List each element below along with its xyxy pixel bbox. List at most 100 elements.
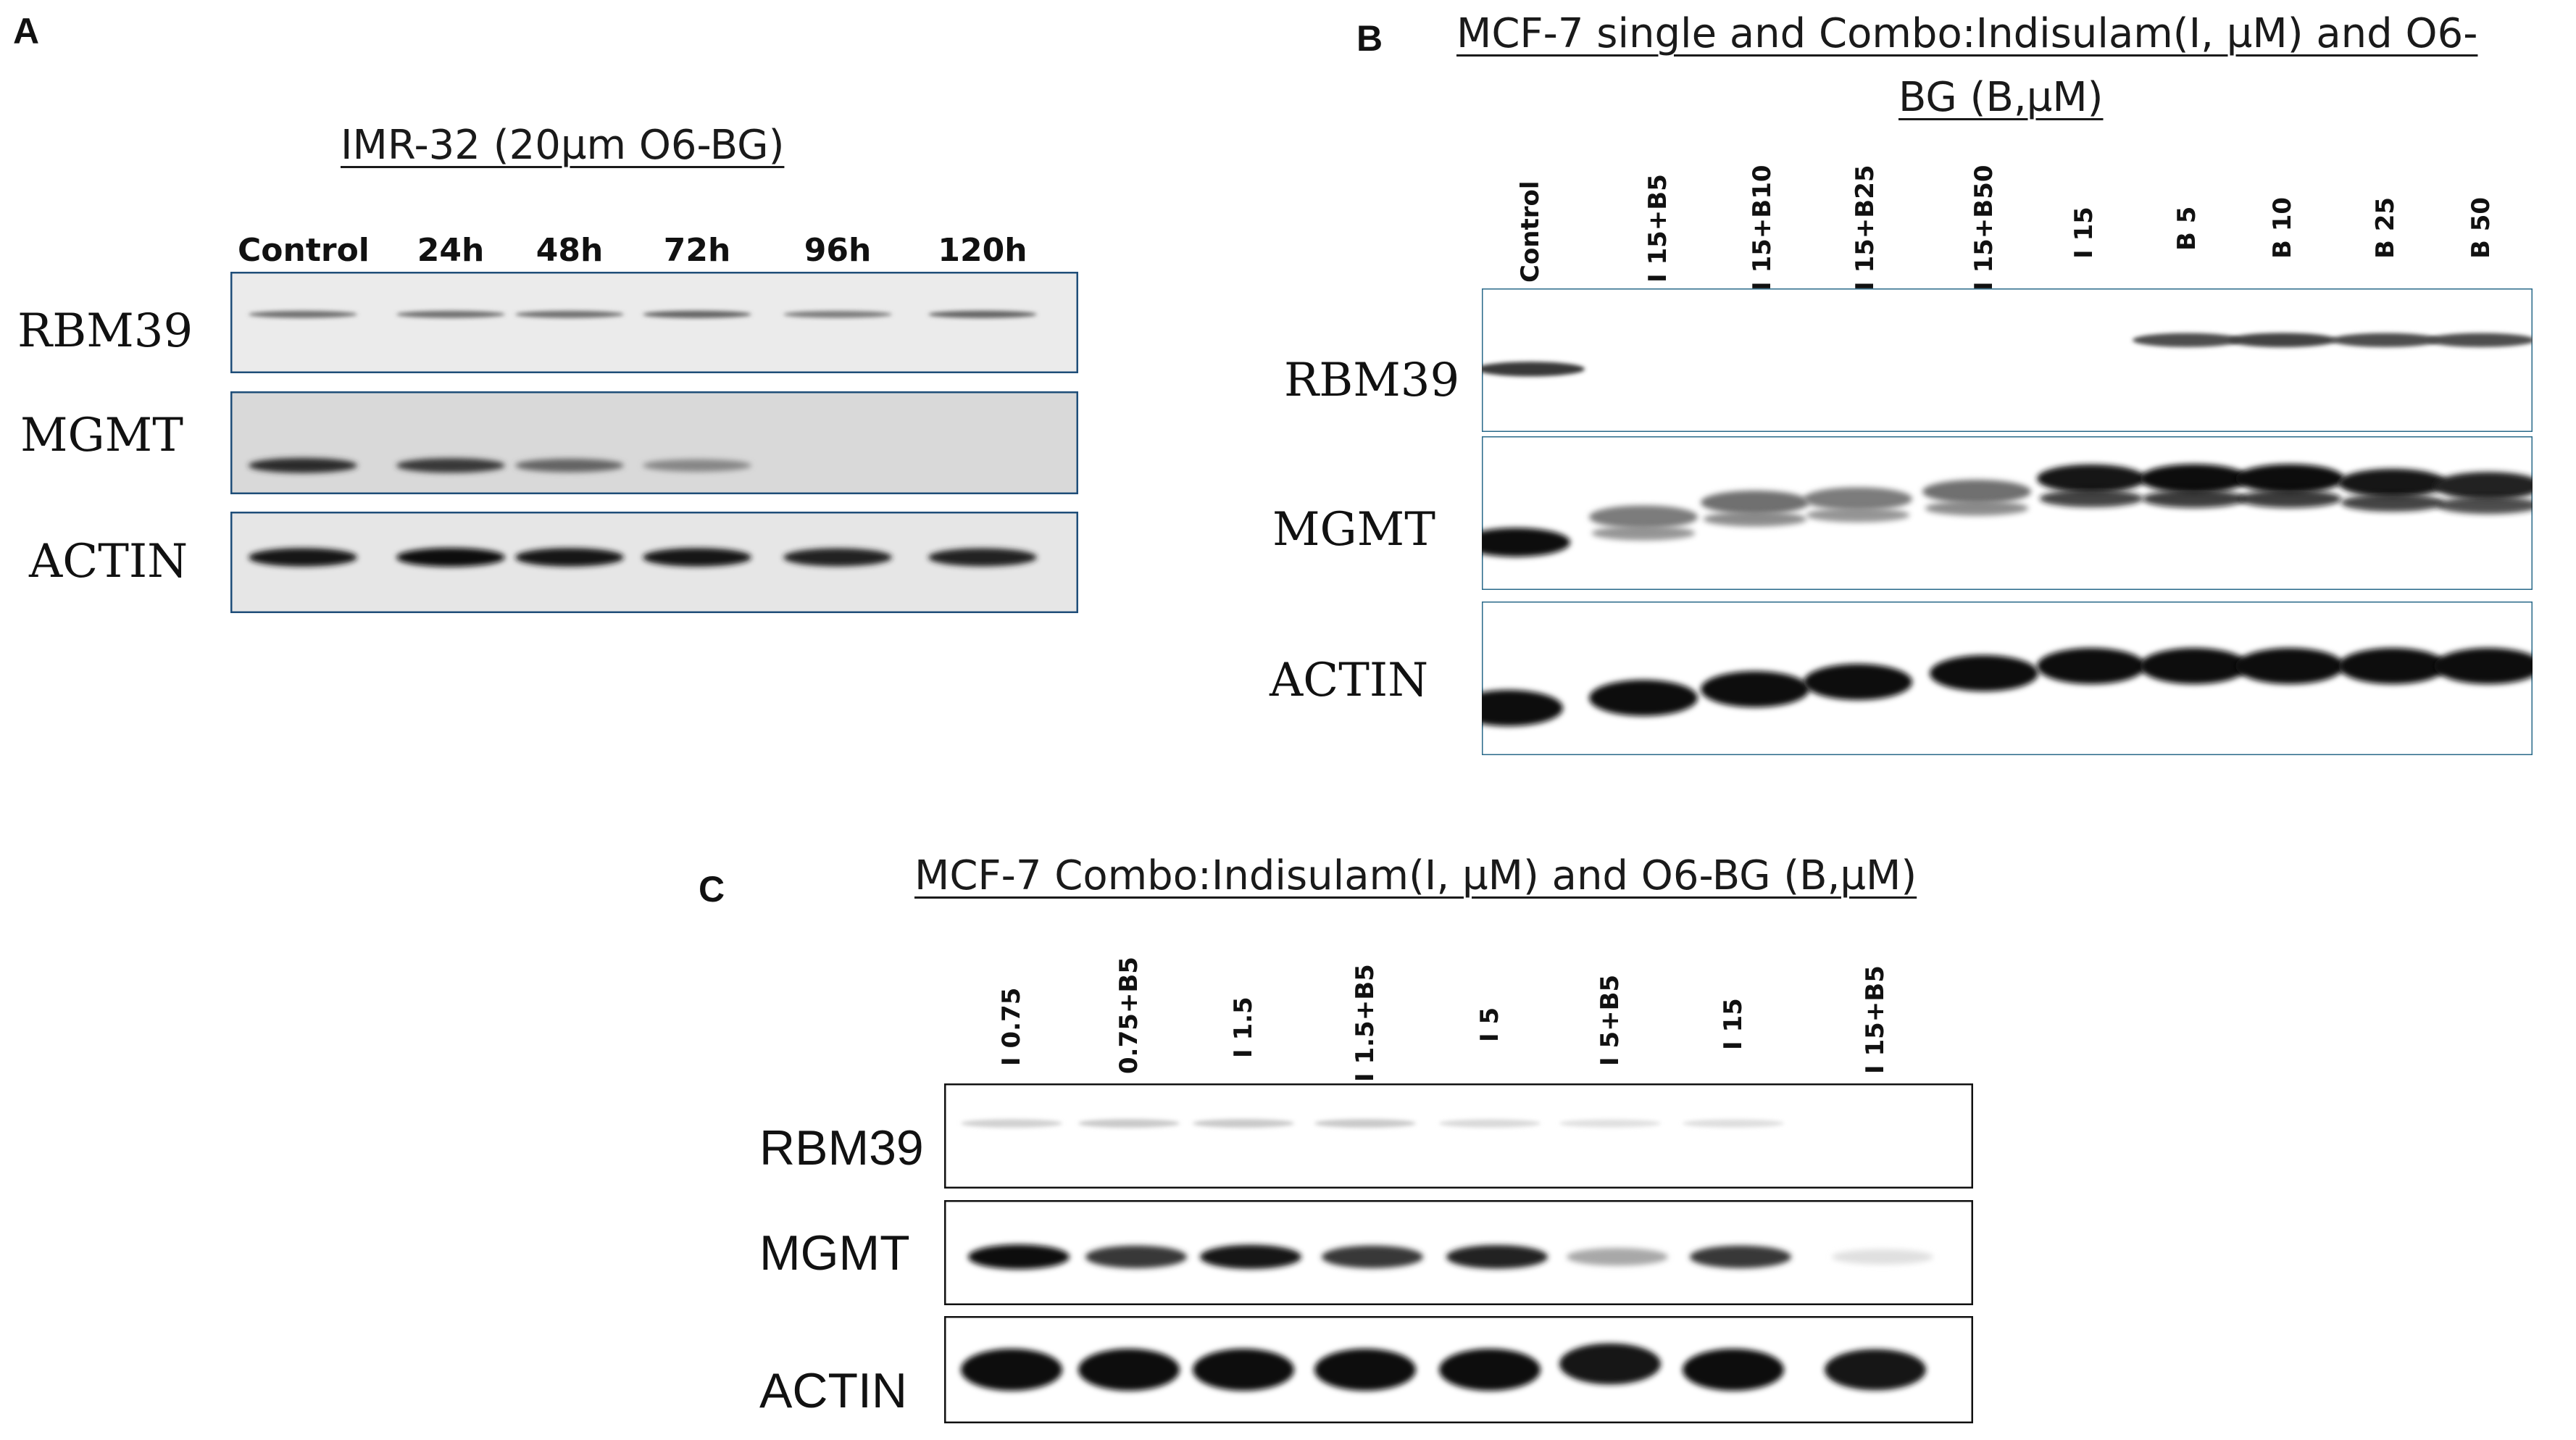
band-mgmt-2 [1701, 490, 1809, 515]
band-rbm39-4 [1439, 1119, 1541, 1128]
band-actin-4 [783, 548, 892, 567]
panel-b-lane-label: I 15+B10 [1748, 165, 1777, 291]
band-rbm39-0 [961, 1119, 1062, 1128]
band-rbm39-3 [643, 310, 751, 318]
band-rbm39-1 [396, 310, 505, 318]
band-actin-3 [1804, 664, 1912, 701]
band-actin-0 [961, 1349, 1062, 1391]
blot-membrane [230, 272, 1078, 373]
band-doublet-6 [2142, 489, 2246, 508]
panel-b-lane-label: I 15+B5 [1643, 174, 1672, 283]
panel-c-lane-label: I 1.5 [1229, 996, 1258, 1058]
band-actin-0 [1482, 690, 1563, 727]
panel-b-row-actin: ACTIN [1270, 654, 1429, 707]
band-rbm39-4 [783, 311, 892, 318]
panel-c-row-mgmt: MGMT [759, 1225, 910, 1281]
band-actin-9 [2434, 648, 2533, 685]
band-rbm39-2 [1193, 1119, 1294, 1128]
band-mgmt-1 [1085, 1245, 1187, 1268]
panel-b-lane-label: B 5 [2172, 206, 2201, 251]
panel-b-lane-label: B 10 [2268, 196, 2297, 259]
band-actin-6 [2140, 648, 2248, 685]
band-actin-4 [1930, 655, 2038, 692]
band-mgmt-3 [1804, 487, 1912, 511]
band-rbm39-0 [1482, 362, 1585, 377]
band-rbm39-1 [1078, 1119, 1180, 1128]
panel-c-lane-label: 0.75+B5 [1114, 957, 1143, 1074]
panel-a-row-rbm39: RBM39 [17, 304, 193, 358]
band-mgmt-5 [2037, 464, 2146, 493]
band-actin-5 [928, 548, 1037, 567]
panel-a-blot-actin [230, 512, 1078, 613]
band-mgmt-6 [1690, 1245, 1791, 1268]
panel-a-lane-label: 72h [663, 232, 731, 269]
band-actin-5 [1559, 1343, 1661, 1385]
panel-b-row-rbm39: RBM39 [1284, 354, 1460, 407]
panel-c-lane-label: I 5 [1475, 1007, 1504, 1042]
band-mgmt-2 [515, 459, 624, 473]
blot-membrane [944, 1083, 1973, 1189]
band-actin-4 [1439, 1349, 1541, 1391]
panel-a-lane-label: 96h [804, 232, 872, 269]
blot-svg [1482, 602, 2533, 755]
band-actin-5 [2037, 648, 2146, 685]
band-mgmt-4 [1446, 1244, 1548, 1269]
band-actin-1 [1589, 680, 1698, 717]
band-mgmt-3 [1322, 1245, 1423, 1268]
band-rbm39-7 [2228, 333, 2337, 348]
band-rbm39-6 [2133, 333, 2241, 347]
panel-c-blot-actin [944, 1316, 1973, 1423]
band-actin-2 [515, 548, 624, 567]
panel-b-blot-mgmt [1482, 436, 2533, 590]
band-doublet-4 [1925, 501, 2029, 516]
band-doublet-7 [2238, 489, 2342, 508]
band-doublet-5 [2039, 489, 2143, 508]
panel-c-row-rbm39: RBM39 [759, 1120, 924, 1175]
panel-c-title: MCF-7 Combo:Indisulam(I, µM) and O6-BG (… [914, 852, 1917, 899]
band-mgmt-0 [249, 457, 357, 473]
panel-a-row-mgmt: MGMT [20, 409, 183, 462]
band-rbm39-9 [2427, 333, 2533, 347]
band-mgmt-3 [643, 459, 751, 472]
panel-a-lane-label: 24h [417, 232, 485, 269]
panel-c-lane-label: I 5+B5 [1596, 974, 1625, 1066]
band-mgmt-7 [1832, 1249, 1933, 1265]
band-mgmt-0 [968, 1244, 1070, 1270]
panel-c-lane-label: I 0.75 [997, 987, 1026, 1066]
panel-a-row-actin: ACTIN [29, 535, 188, 588]
panel-a-lane-label: 48h [535, 232, 604, 269]
panel-a-lane-label: 120h [938, 232, 1028, 269]
panel-c-row-actin: ACTIN [759, 1363, 907, 1418]
band-rbm39-6 [1683, 1119, 1784, 1128]
panel-a-lane-label: Control [238, 232, 370, 269]
blot-svg [230, 512, 1078, 613]
blot-svg [944, 1200, 1973, 1305]
band-mgmt-0 [1482, 528, 1570, 557]
panel-b-lane-label: B 50 [2467, 196, 2496, 259]
band-mgmt-1 [1589, 505, 1698, 529]
band-rbm39-5 [1559, 1119, 1661, 1128]
panel-b-letter: B [1356, 18, 1383, 59]
panel-c-lane-label: I 15 [1719, 998, 1748, 1050]
panel-a-blot-mgmt [230, 391, 1078, 494]
band-actin-2 [1193, 1349, 1294, 1391]
band-mgmt-7 [2235, 464, 2344, 494]
band-rbm39-8 [2331, 333, 2440, 347]
band-mgmt-5 [1567, 1248, 1668, 1266]
band-mgmt-1 [396, 458, 505, 473]
band-mgmt-4 [1922, 479, 2031, 504]
panel-b-lane-label: I 15 [2069, 207, 2098, 259]
band-mgmt-9 [2434, 472, 2533, 500]
blot-svg [1482, 436, 2533, 590]
panel-c-lane-label: I 1.5+B5 [1351, 964, 1380, 1082]
blot-membrane [230, 391, 1078, 494]
band-actin-6 [1683, 1349, 1784, 1391]
band-rbm39-0 [249, 310, 357, 318]
band-doublet-3 [1806, 507, 1910, 523]
band-actin-1 [1078, 1349, 1180, 1391]
panel-c-letter: C [699, 869, 725, 910]
panel-b-blot-rbm39 [1482, 288, 2533, 432]
band-doublet-9 [2436, 496, 2533, 515]
band-rbm39-5 [928, 310, 1037, 318]
panel-b-lane-label: B 25 [2371, 196, 2400, 259]
